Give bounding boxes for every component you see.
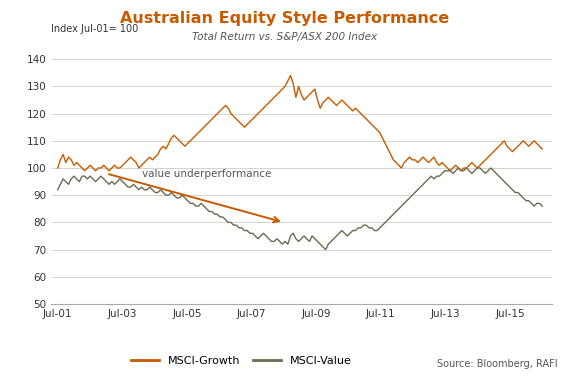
Legend: MSCI-Growth, MSCI-Value: MSCI-Growth, MSCI-Value (126, 352, 356, 371)
Text: Index Jul-01= 100: Index Jul-01= 100 (51, 24, 138, 34)
Text: Total Return vs. S&P/ASX 200 Index: Total Return vs. S&P/ASX 200 Index (192, 32, 377, 42)
Text: Source: Bloomberg, RAFI: Source: Bloomberg, RAFI (437, 359, 558, 369)
Text: Australian Equity Style Performance: Australian Equity Style Performance (120, 11, 449, 26)
Text: value underperformance: value underperformance (142, 169, 271, 179)
